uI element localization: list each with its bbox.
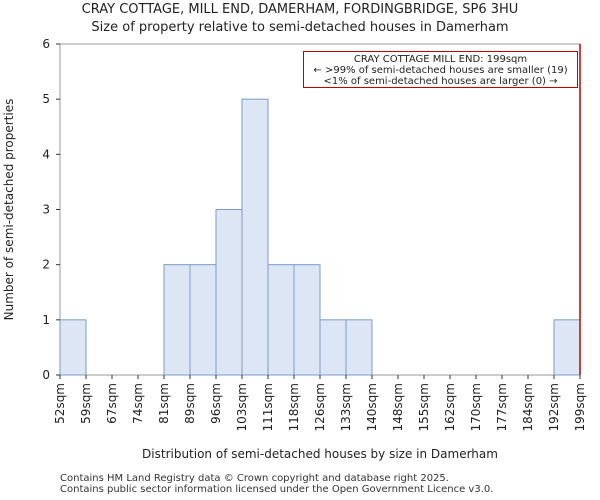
x-axis-label: Distribution of semi-detached houses by … [142,447,498,461]
x-tick-label: 184sqm [521,383,535,431]
y-tick-label: 6 [42,37,50,51]
bar [293,264,321,376]
chart-title: CRAY COTTAGE, MILL END, DAMERHAM, FORDIN… [81,2,519,17]
bar [553,319,581,376]
x-tick-label: 126sqm [313,383,327,431]
x-tick-label: 67sqm [105,383,119,424]
x-tick-label: 81sqm [157,383,171,424]
y-tick-label: 3 [42,203,50,217]
bar [59,319,87,376]
chart-subtitle: Size of property relative to semi-detach… [91,20,509,35]
y-tick-label: 1 [42,313,50,327]
x-tick-label: 133sqm [339,383,353,431]
y-tick-label: 2 [42,258,50,272]
annotation-line-3: <1% of semi-detached houses are larger (… [323,76,558,87]
x-tick-label: 89sqm [183,383,197,424]
x-tick-label: 96sqm [209,383,223,424]
annotation-line-1: CRAY COTTAGE MILL END: 199sqm [353,54,528,65]
x-tick-label: 177sqm [495,383,509,431]
x-tick-label: 103sqm [235,383,249,431]
bar [189,264,217,376]
x-tick-label: 59sqm [79,383,93,424]
y-tick-label: 4 [42,147,50,161]
x-tick-label: 162sqm [443,383,457,431]
footer-licence: Contains public sector information licen… [60,484,494,495]
bar [267,264,295,376]
bar [241,98,269,376]
footer-copyright: Contains HM Land Registry data © Crown c… [60,473,449,484]
x-tick-label: 192sqm [547,383,561,431]
x-tick-label: 111sqm [261,383,275,431]
x-tick-label: 148sqm [391,383,405,431]
property-annotation-box: CRAY COTTAGE MILL END: 199sqm ← >99% of … [303,51,578,88]
x-tick-label: 74sqm [131,383,145,424]
annotation-line-2: ← >99% of semi-detached houses are small… [313,65,568,76]
x-tick-label: 155sqm [417,383,431,431]
x-tick-label: 52sqm [53,383,67,424]
y-axis-label: Number of semi-detached properties [2,99,16,321]
bar [345,319,373,376]
y-tick-label: 0 [42,368,50,382]
bar [163,264,191,376]
y-tick-label: 5 [42,92,50,106]
x-tick-label: 140sqm [365,383,379,431]
bar [215,209,243,376]
x-tick-label: 170sqm [469,383,483,431]
x-tick-label: 118sqm [287,383,301,431]
x-tick-label: 199sqm [573,383,587,431]
bar [319,319,347,376]
